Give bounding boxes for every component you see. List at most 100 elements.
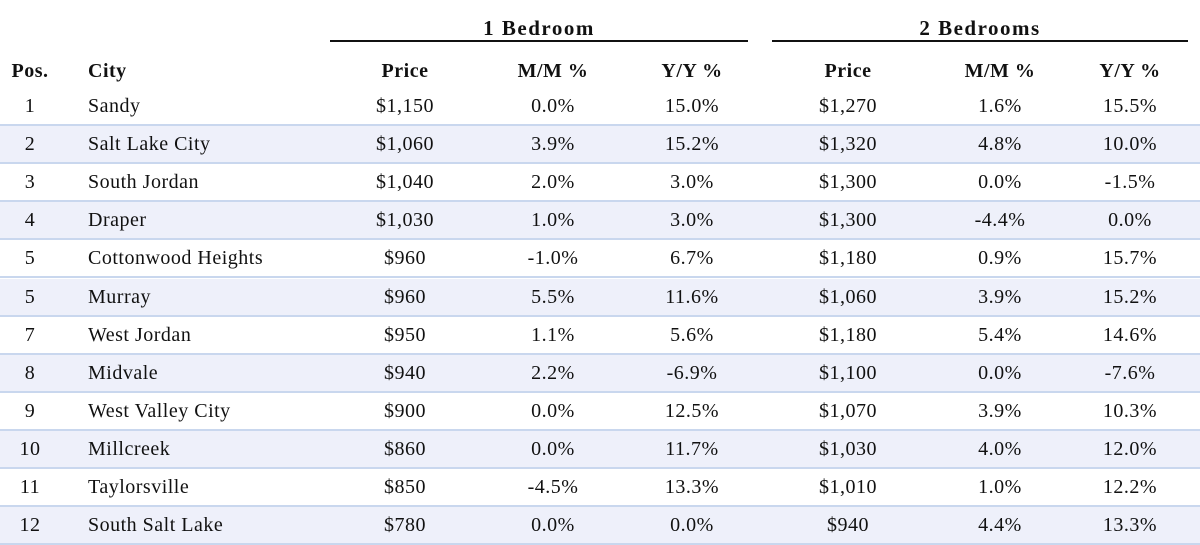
column-header: Y/Y % [1099,60,1161,82]
table-row [0,507,1200,545]
table-cell: 12.5% [664,399,720,422]
column-header: Price [381,60,429,82]
table-cell: 10.0% [1102,133,1158,156]
table-cell: 0.0% [978,171,1022,194]
table-cell: 3 [24,171,36,194]
table-cell: $1,060 [376,133,434,156]
table-cell: $1,320 [819,133,877,156]
column-header: Pos. [11,60,49,82]
table-cell: 4.0% [978,437,1022,460]
table-cell: 0.0% [531,514,575,537]
table-cell: $1,150 [376,95,434,117]
table-cell: $1,030 [819,437,877,460]
table-cell: 5.5% [531,285,575,308]
column-header: M/M % [517,60,589,82]
table-cell: 5 [24,285,36,308]
table-cell: 5 [24,247,36,270]
table-cell: 1 [24,95,36,117]
table-cell: 2.2% [531,361,575,384]
table-cell: $1,070 [819,399,877,422]
table-cell: 2 [24,133,36,156]
table-cell: -4.4% [974,209,1026,232]
table-cell: 13.3% [1102,514,1158,537]
column-header: M/M % [964,60,1036,82]
table-cell: 10.3% [1102,399,1158,422]
table-row [0,202,1200,241]
table-cell: West Valley City [88,399,231,422]
table-cell: $1,060 [819,285,877,308]
table-cell: $1,030 [376,209,434,232]
table-cell: $1,270 [819,95,877,117]
table-cell: $960 [384,285,426,308]
group-header: 1 Bedroom [330,0,748,42]
table-cell: 12.0% [1102,437,1158,460]
table-cell: 1.1% [531,323,575,346]
table-cell: -1.5% [1104,171,1156,194]
table-cell: 14.6% [1102,323,1158,346]
table-cell: Murray [88,285,151,308]
table-cell: 12 [19,514,41,537]
table-cell: 13.3% [664,476,720,498]
table-cell: $1,100 [819,361,877,384]
table-cell: 1.6% [978,95,1022,117]
table-cell: $860 [384,437,426,460]
table-cell: 2.0% [531,171,575,194]
table-cell: $780 [384,514,426,537]
table-cell: 7 [24,323,36,346]
table-row [0,88,1200,126]
table-cell: 5.6% [670,323,714,346]
table-cell: 3.0% [670,171,714,194]
table-cell: Taylorsville [88,476,190,498]
table-cell: 15.7% [1102,247,1158,270]
table-cell: Cottonwood Heights [88,247,264,270]
table-cell: 9 [24,399,36,422]
table-cell: $1,180 [819,247,877,270]
table-cell: $950 [384,323,426,346]
table-cell: $900 [384,399,426,422]
table-cell: 0.0% [1108,209,1152,232]
table-cell: 11 [19,476,41,498]
table-cell: 10 [19,437,41,460]
table-cell: $960 [384,247,426,270]
table-cell: 11.7% [665,437,719,460]
table-cell: Draper [88,209,147,232]
table-cell: $940 [827,514,869,537]
table-row [0,278,1200,317]
table-cell: -7.6% [1104,361,1156,384]
table-cell: 0.0% [531,399,575,422]
table-cell: Salt Lake City [88,133,211,156]
table-cell: 15.2% [664,133,720,156]
table-cell: 0.0% [978,361,1022,384]
table-cell: -1.0% [527,247,579,270]
table-cell: 11.6% [665,285,719,308]
table-cell: 4 [24,209,36,232]
table-cell: 0.0% [531,437,575,460]
table-cell: 4.8% [978,133,1022,156]
table-row [0,354,1200,393]
column-header: Y/Y % [661,60,723,82]
table-cell: $1,010 [819,476,877,498]
table-cell: $850 [384,476,426,498]
table-cell: 0.9% [978,247,1022,270]
table-row [0,164,1200,203]
table-cell: West Jordan [88,323,192,346]
table-cell: 3.9% [531,133,575,156]
table-cell: $1,180 [819,323,877,346]
table-cell: 1.0% [978,476,1022,498]
column-header: Price [824,60,872,82]
group-header: 2 Bedrooms [772,0,1188,42]
table-cell: Midvale [88,361,159,384]
table-row [0,317,1200,355]
table-cell: 0.0% [670,514,714,537]
table-cell: $1,300 [819,209,877,232]
table-cell: 15.5% [1102,95,1158,117]
table-row [0,393,1200,431]
table-cell: South Salt Lake [88,514,224,537]
table-cell: 15.2% [1102,285,1158,308]
table-cell: 6.7% [670,247,714,270]
table-cell: $1,300 [819,171,877,194]
table-cell: Millcreek [88,437,171,460]
table-cell: 4.4% [978,514,1022,537]
table-cell: 3.9% [978,399,1022,422]
